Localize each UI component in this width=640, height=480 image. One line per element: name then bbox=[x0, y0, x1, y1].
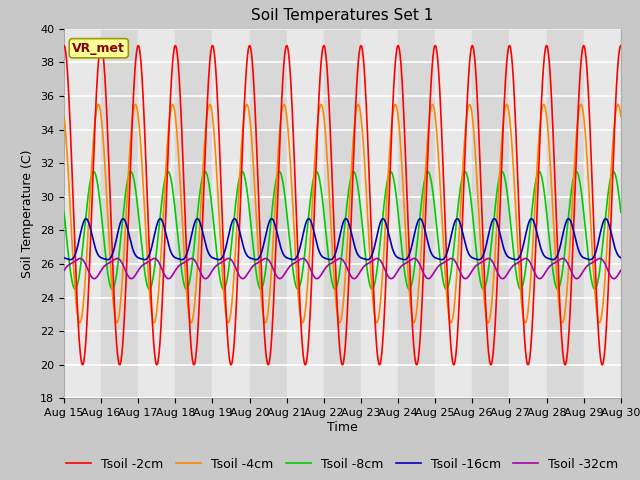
Tsoil -4cm bbox=[322, 135, 330, 141]
Tsoil -4cm bbox=[616, 109, 624, 115]
Tsoil -8cm bbox=[617, 209, 625, 215]
Tsoil -2cm bbox=[161, 253, 168, 259]
Bar bbox=[101, 29, 138, 398]
Tsoil -16cm bbox=[617, 255, 625, 261]
Tsoil -16cm bbox=[416, 216, 424, 222]
Tsoil -2cm bbox=[60, 43, 68, 48]
Bar bbox=[250, 29, 287, 398]
Tsoil -8cm bbox=[468, 201, 476, 206]
Tsoil -8cm bbox=[499, 169, 507, 175]
Tsoil -16cm bbox=[616, 254, 624, 260]
Tsoil -16cm bbox=[499, 243, 507, 249]
Bar bbox=[547, 29, 584, 398]
Tsoil -32cm bbox=[499, 276, 507, 281]
Bar bbox=[472, 29, 509, 398]
Tsoil -2cm bbox=[499, 132, 507, 138]
Tsoil -4cm bbox=[468, 107, 476, 113]
Tsoil -4cm bbox=[499, 122, 507, 128]
Text: VR_met: VR_met bbox=[72, 42, 125, 55]
Bar bbox=[287, 29, 324, 398]
Tsoil -2cm bbox=[616, 44, 624, 49]
Line: Tsoil -8cm: Tsoil -8cm bbox=[64, 172, 621, 289]
Line: Tsoil -2cm: Tsoil -2cm bbox=[64, 46, 621, 365]
Tsoil -4cm bbox=[299, 320, 307, 325]
Tsoil -4cm bbox=[436, 190, 444, 196]
Bar bbox=[509, 29, 547, 398]
X-axis label: Time: Time bbox=[327, 421, 358, 434]
Tsoil -8cm bbox=[436, 261, 444, 266]
Tsoil -32cm bbox=[468, 269, 476, 275]
Bar bbox=[435, 29, 472, 398]
Tsoil -16cm bbox=[436, 257, 444, 263]
Tsoil -16cm bbox=[468, 254, 476, 260]
Tsoil -32cm bbox=[161, 271, 168, 277]
Tsoil -2cm bbox=[79, 362, 86, 368]
Tsoil -4cm bbox=[617, 113, 625, 119]
Tsoil -2cm bbox=[467, 45, 475, 51]
Tsoil -2cm bbox=[617, 43, 625, 48]
Bar bbox=[361, 29, 398, 398]
Y-axis label: Soil Temperature (C): Soil Temperature (C) bbox=[22, 149, 35, 278]
Line: Tsoil -16cm: Tsoil -16cm bbox=[64, 219, 621, 260]
Bar bbox=[324, 29, 361, 398]
Tsoil -16cm bbox=[160, 223, 168, 229]
Tsoil -32cm bbox=[60, 267, 68, 273]
Tsoil -4cm bbox=[280, 102, 288, 108]
Tsoil -16cm bbox=[322, 255, 330, 261]
Tsoil -4cm bbox=[160, 197, 168, 203]
Tsoil -8cm bbox=[616, 204, 624, 210]
Tsoil -32cm bbox=[617, 267, 625, 273]
Tsoil -2cm bbox=[436, 102, 444, 108]
Tsoil -8cm bbox=[60, 209, 68, 215]
Title: Soil Temperatures Set 1: Soil Temperatures Set 1 bbox=[252, 9, 433, 24]
Bar bbox=[138, 29, 175, 398]
Tsoil -2cm bbox=[322, 50, 330, 56]
Tsoil -16cm bbox=[178, 257, 186, 263]
Bar bbox=[398, 29, 435, 398]
Tsoil -8cm bbox=[294, 286, 301, 292]
Line: Tsoil -32cm: Tsoil -32cm bbox=[64, 258, 621, 279]
Tsoil -32cm bbox=[436, 262, 444, 267]
Bar bbox=[621, 29, 640, 398]
Tsoil -16cm bbox=[60, 255, 68, 261]
Tsoil -8cm bbox=[275, 169, 283, 175]
Tsoil -32cm bbox=[322, 265, 330, 271]
Tsoil -8cm bbox=[160, 181, 168, 187]
Bar bbox=[64, 29, 101, 398]
Bar bbox=[584, 29, 621, 398]
Legend: Tsoil -2cm, Tsoil -4cm, Tsoil -8cm, Tsoil -16cm, Tsoil -32cm: Tsoil -2cm, Tsoil -4cm, Tsoil -8cm, Tsoi… bbox=[61, 453, 623, 476]
Line: Tsoil -4cm: Tsoil -4cm bbox=[64, 105, 621, 323]
Tsoil -8cm bbox=[322, 229, 330, 235]
Bar bbox=[175, 29, 212, 398]
Tsoil -32cm bbox=[150, 255, 158, 261]
Bar bbox=[212, 29, 250, 398]
Tsoil -32cm bbox=[616, 268, 624, 274]
Tsoil -32cm bbox=[239, 276, 246, 282]
Tsoil -4cm bbox=[60, 113, 68, 119]
